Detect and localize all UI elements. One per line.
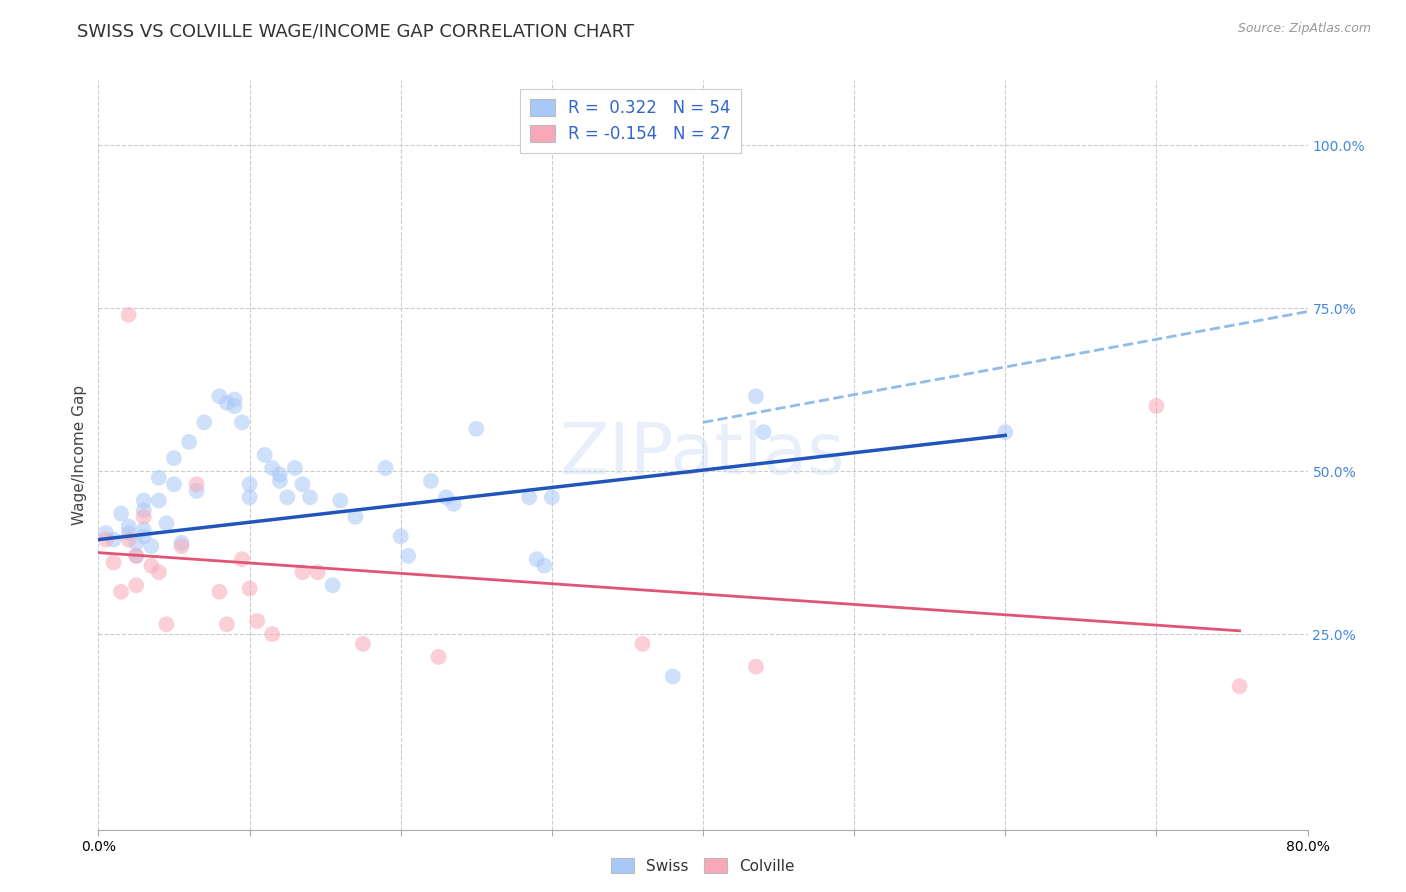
Point bbox=[517, 490, 540, 504]
Point bbox=[155, 516, 177, 531]
Point bbox=[141, 558, 163, 573]
Point bbox=[193, 415, 215, 429]
Point bbox=[443, 497, 465, 511]
Point bbox=[344, 509, 367, 524]
Point bbox=[396, 549, 419, 563]
Point bbox=[329, 493, 352, 508]
Point bbox=[94, 533, 117, 547]
Point bbox=[224, 399, 246, 413]
Point bbox=[465, 422, 488, 436]
Point bbox=[661, 669, 683, 683]
Point bbox=[434, 490, 457, 504]
Point bbox=[103, 556, 125, 570]
Point bbox=[307, 565, 329, 579]
Point bbox=[1144, 399, 1167, 413]
Point bbox=[125, 536, 148, 550]
Point bbox=[239, 582, 262, 596]
Point bbox=[745, 659, 768, 673]
Point bbox=[253, 448, 276, 462]
Point bbox=[526, 552, 548, 566]
Point bbox=[231, 415, 253, 429]
Point bbox=[276, 490, 298, 504]
Point bbox=[1229, 679, 1251, 693]
Point bbox=[224, 392, 246, 407]
Point bbox=[291, 565, 314, 579]
Point bbox=[94, 526, 117, 541]
Point bbox=[163, 477, 186, 491]
Point bbox=[269, 474, 291, 488]
Point bbox=[231, 552, 253, 566]
Point bbox=[299, 490, 322, 504]
Point bbox=[262, 627, 284, 641]
Point bbox=[208, 389, 231, 403]
Point bbox=[125, 578, 148, 592]
Point bbox=[170, 536, 193, 550]
Point bbox=[148, 493, 170, 508]
Point bbox=[239, 477, 262, 491]
Point bbox=[352, 637, 374, 651]
Point bbox=[284, 461, 307, 475]
Point bbox=[170, 539, 193, 553]
Point bbox=[427, 649, 450, 664]
Point bbox=[246, 614, 269, 628]
Point bbox=[110, 507, 132, 521]
Point bbox=[631, 637, 654, 651]
Point bbox=[186, 483, 208, 498]
Point bbox=[994, 425, 1017, 439]
Point bbox=[141, 539, 163, 553]
Point bbox=[148, 565, 170, 579]
Point bbox=[269, 467, 291, 482]
Point bbox=[389, 529, 412, 543]
Point bbox=[745, 389, 768, 403]
Point bbox=[322, 578, 344, 592]
Point bbox=[239, 490, 262, 504]
Point bbox=[420, 474, 443, 488]
Point bbox=[132, 503, 155, 517]
Point bbox=[215, 396, 238, 410]
Text: ZIPatlas: ZIPatlas bbox=[560, 420, 846, 490]
Point bbox=[132, 493, 155, 508]
Y-axis label: Wage/Income Gap: Wage/Income Gap bbox=[72, 384, 87, 525]
Legend: R =  0.322   N = 54, R = -0.154   N = 27: R = 0.322 N = 54, R = -0.154 N = 27 bbox=[520, 88, 741, 153]
Point bbox=[148, 471, 170, 485]
Point bbox=[132, 523, 155, 537]
Point bbox=[110, 584, 132, 599]
Point bbox=[132, 529, 155, 543]
Point bbox=[291, 477, 314, 491]
Point bbox=[179, 434, 201, 449]
Text: Source: ZipAtlas.com: Source: ZipAtlas.com bbox=[1237, 22, 1371, 36]
Legend: Swiss, Colville: Swiss, Colville bbox=[605, 852, 801, 880]
Point bbox=[163, 451, 186, 466]
Point bbox=[186, 477, 208, 491]
Text: SWISS VS COLVILLE WAGE/INCOME GAP CORRELATION CHART: SWISS VS COLVILLE WAGE/INCOME GAP CORREL… bbox=[77, 22, 634, 40]
Point bbox=[540, 490, 562, 504]
Point bbox=[155, 617, 177, 632]
Point bbox=[752, 425, 775, 439]
Point bbox=[533, 558, 555, 573]
Point bbox=[215, 617, 238, 632]
Point bbox=[118, 526, 141, 541]
Point bbox=[262, 461, 284, 475]
Point bbox=[103, 533, 125, 547]
Point bbox=[125, 549, 148, 563]
Point bbox=[132, 509, 155, 524]
Point bbox=[118, 308, 141, 322]
Point bbox=[374, 461, 396, 475]
Point bbox=[208, 584, 231, 599]
Point bbox=[125, 549, 148, 563]
Point bbox=[118, 519, 141, 533]
Point bbox=[118, 533, 141, 547]
